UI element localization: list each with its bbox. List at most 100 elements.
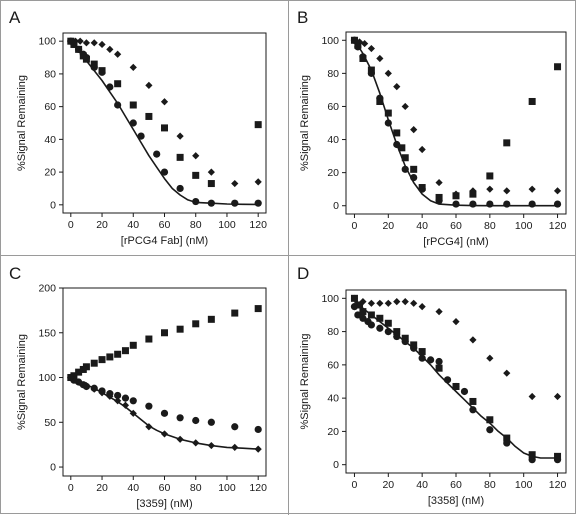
circle-data-point [350,36,359,44]
diamond-data-point [207,441,215,450]
square-data-point [350,294,358,302]
series-square [350,36,562,201]
x-tick-label: 100 [218,219,236,231]
diamond-data-point [207,168,215,176]
square-data-point [356,301,364,309]
y-tick-label: 80 [44,68,56,80]
panel-label: A [9,8,21,27]
circle-data-point [452,200,460,208]
circle-data-point [528,200,536,208]
circle-data-point [435,357,443,366]
panel-b: B 0 20 40 60 80 100 120 0 20 40 60 80 100 [rPCG4] (nM)… [297,8,567,248]
circle-data-point [401,337,409,346]
circle-data-point [145,402,153,410]
square-data-point [401,154,409,162]
diamond-data-point [192,152,200,160]
circle-data-point [254,199,262,207]
diamond-data-point [418,145,426,154]
square-data-point [376,314,384,322]
square-data-point [469,397,477,405]
diamond-data-point [176,435,184,443]
square-data-point [98,356,106,364]
x-tick-label: 100 [218,482,236,494]
y-tick-label: 80 [327,326,339,338]
square-data-point [410,165,418,173]
circle-data-point [153,150,161,158]
diamond-data-point [231,179,239,188]
square-data-point [452,192,460,200]
diamond-data-point [486,354,494,362]
circle-data-point [503,200,511,208]
diamond-data-point [231,443,239,451]
square-data-point [486,172,494,180]
circle-data-point [160,168,169,176]
square-data-point [231,309,239,317]
diamond-data-point [367,44,375,53]
diamond-data-point [376,299,384,307]
diamond-data-point [410,299,418,307]
y-axis-title: %Signal Remaining [16,334,28,430]
y-tick-label: 100 [321,293,339,305]
square-data-point [384,319,392,327]
circle-data-point [192,416,200,425]
circle-data-point [82,53,91,62]
square-data-point [207,315,215,323]
circle-data-point [486,200,494,208]
x-tick-label: 40 [416,220,428,232]
series-square [67,305,262,382]
circle-data-point [354,311,362,319]
circle-data-point [106,83,114,91]
square-data-point [176,153,184,161]
square-data-point [393,328,401,336]
circle-data-point [401,165,409,173]
y-tick-label: 0 [50,199,56,211]
diamond-data-point [435,308,443,316]
diamond-data-point [121,401,130,409]
square-data-point [359,308,367,316]
series-circle [350,36,562,208]
y-tick-label: 60 [327,101,339,113]
square-data-point [554,63,562,71]
x-tick-label: 60 [450,220,462,232]
diamond-data-point [528,392,536,401]
panel-c: C 0 20 40 60 80 100 120 0 50 100 150 200 [3359] (nM)%… [9,264,267,510]
y-tick-label: 100 [38,372,56,384]
x-tick-label: 80 [484,220,496,232]
diamond-data-point [503,187,511,195]
x-axis-title: [3359] (nM) [136,498,192,510]
diamond-data-point [435,178,443,187]
square-data-point [90,359,98,367]
y-tick-label: 150 [38,327,56,339]
circle-data-point [486,426,494,434]
circle-data-point [503,439,511,447]
series-diamond [350,36,562,198]
series-circle [67,373,262,434]
square-data-point [106,353,114,361]
diamond-data-point [76,37,84,45]
y-tick-label: 60 [44,101,56,113]
diamond-data-point [90,39,98,47]
y-tick-label: 20 [327,426,339,438]
circle-data-point [231,423,239,431]
square-data-point [129,101,137,109]
square-data-point [82,363,90,371]
x-tick-label: 20 [382,479,394,491]
y-tick-label: 100 [321,35,339,47]
square-data-point [114,350,122,358]
x-tick-label: 80 [484,479,496,491]
panel-a: A 0 20 40 60 80 100 120 0 20 40 60 80 100 [rPCG4 Fab] … [9,8,267,247]
circle-data-point [114,391,122,400]
circle-data-point [176,414,184,422]
circle-data-point [384,327,392,336]
square-data-point [145,335,153,343]
square-data-point [254,121,262,129]
diamond-data-point [452,318,460,326]
diamond-data-point [129,63,137,71]
diamond-data-point [176,132,184,140]
square-data-point [176,325,184,333]
x-tick-label: 120 [549,220,567,232]
circle-data-point [192,197,200,206]
square-data-point [161,124,168,132]
square-data-point [367,311,375,319]
x-tick-label: 0 [68,482,74,494]
